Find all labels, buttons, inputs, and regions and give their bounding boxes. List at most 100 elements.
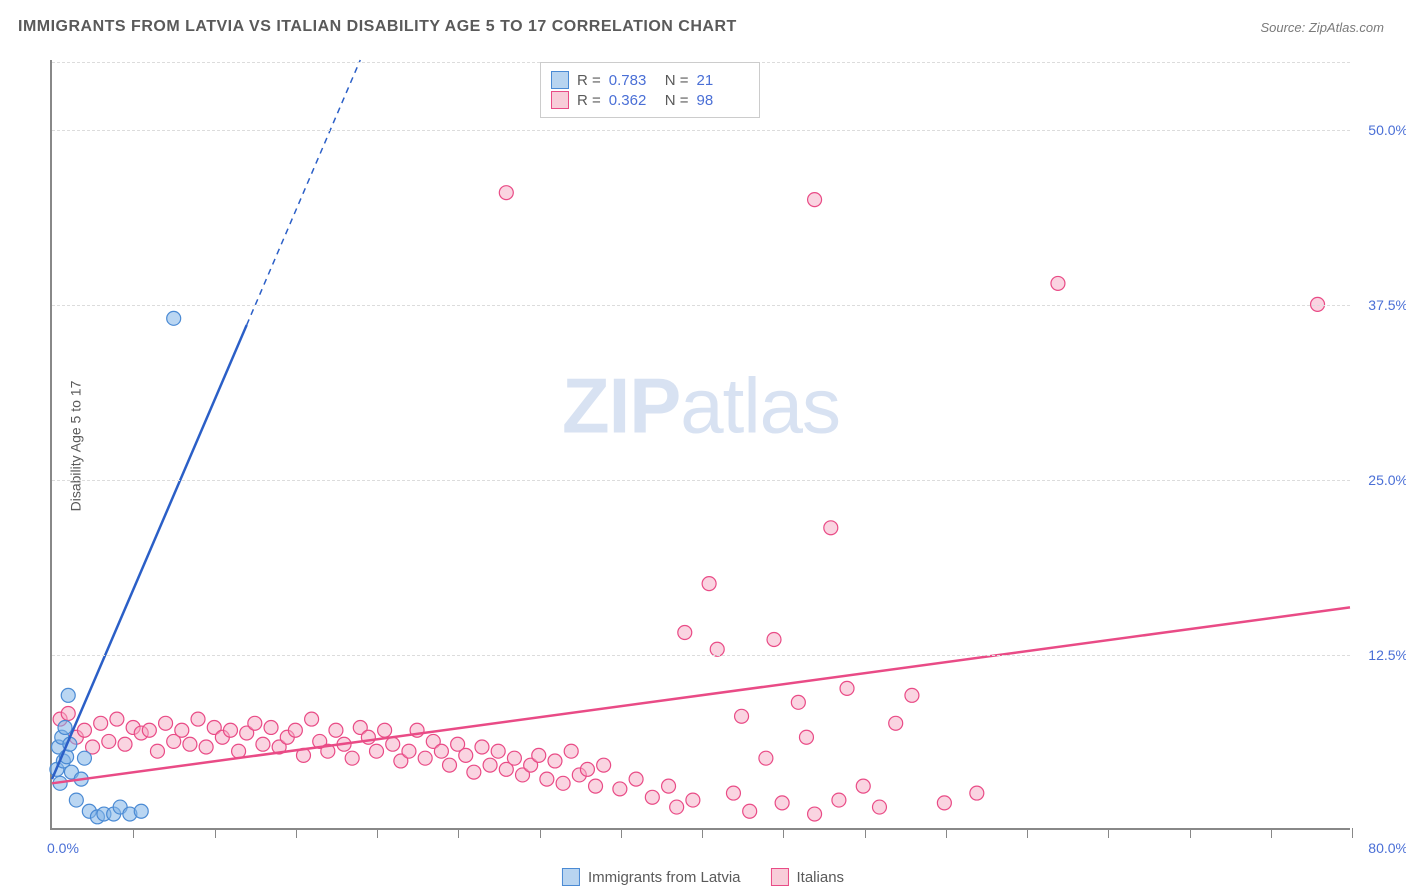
legend-n-value: 21 [697,72,745,89]
data-point [686,793,700,807]
legend-item: Italians [771,868,845,886]
data-point [61,707,75,721]
data-point [589,779,603,793]
data-point [491,744,505,758]
legend-label: Immigrants from Latvia [588,869,741,886]
data-point [199,740,213,754]
data-point [94,716,108,730]
legend-item: Immigrants from Latvia [562,868,741,886]
data-point [402,744,416,758]
data-point [418,751,432,765]
data-point [743,804,757,818]
legend-n-label: N = [665,72,689,89]
trendline-blue-dashed [247,60,361,325]
source-name: ZipAtlas.com [1309,20,1384,35]
data-point [305,712,319,726]
x-tick [1352,828,1353,838]
data-point [702,577,716,591]
x-tick [1190,828,1191,838]
data-point [256,737,270,751]
legend-row: R = 0.362 N = 98 [551,91,745,109]
data-point [175,723,189,737]
source-label: Source: [1260,20,1308,35]
data-point [386,737,400,751]
x-tick [458,828,459,838]
x-tick [296,828,297,838]
legend-swatch [551,91,569,109]
data-point [832,793,846,807]
legend-n-value: 98 [697,92,745,109]
x-tick [702,828,703,838]
data-point [580,762,594,776]
plot-area: ZIPatlas 12.5%25.0%37.5%50.0% 0.0% 80.0% [50,60,1350,830]
data-point [548,754,562,768]
data-point [232,744,246,758]
x-axis-min-label: 0.0% [47,840,79,856]
gridline-h [52,130,1350,131]
gridline-h [52,305,1350,306]
data-point [629,772,643,786]
legend-swatch [771,868,789,886]
x-tick [133,828,134,838]
legend-label: Italians [797,869,845,886]
data-point [329,723,343,737]
legend-r-label: R = [577,72,601,89]
data-point [77,751,91,765]
x-axis-max-label: 80.0% [1368,840,1406,856]
data-point [937,796,951,810]
x-tick [621,828,622,838]
x-tick [865,828,866,838]
data-point [645,790,659,804]
legend-r-label: R = [577,92,601,109]
x-tick [215,828,216,838]
y-tick-label: 50.0% [1368,122,1406,138]
data-point [77,723,91,737]
data-point [767,633,781,647]
data-point [556,776,570,790]
data-point [102,734,116,748]
data-point [507,751,521,765]
legend-r-value: 0.362 [609,92,657,109]
data-point [69,793,83,807]
x-tick [1108,828,1109,838]
data-point [735,709,749,723]
data-point [248,716,262,730]
data-point [970,786,984,800]
data-point [345,751,359,765]
data-point [872,800,886,814]
legend-row: R = 0.783 N = 21 [551,71,745,89]
legend-swatch [551,71,569,89]
legend-swatch [562,868,580,886]
data-point [532,748,546,762]
gridline-h [52,655,1350,656]
data-point [759,751,773,765]
x-tick [377,828,378,838]
data-point [191,712,205,726]
data-point [264,720,278,734]
x-tick [946,828,947,838]
y-tick-label: 37.5% [1368,297,1406,313]
data-point [775,796,789,810]
data-point [58,720,72,734]
data-point [183,737,197,751]
chart-svg [52,60,1350,828]
data-point [370,744,384,758]
y-tick-label: 12.5% [1368,647,1406,663]
data-point [840,681,854,695]
trendline-blue-solid [52,325,247,779]
data-point [61,688,75,702]
series-legend: Immigrants from Latvia Italians [562,868,844,886]
data-point [159,716,173,730]
x-tick [783,828,784,838]
correlation-legend: R = 0.783 N = 21 R = 0.362 N = 98 [540,62,760,118]
data-point [889,716,903,730]
data-point [459,748,473,762]
data-point [467,765,481,779]
data-point [613,782,627,796]
data-point [597,758,611,772]
data-point [824,521,838,535]
data-point [540,772,554,786]
data-point [223,723,237,737]
data-point [499,186,513,200]
data-point [434,744,448,758]
